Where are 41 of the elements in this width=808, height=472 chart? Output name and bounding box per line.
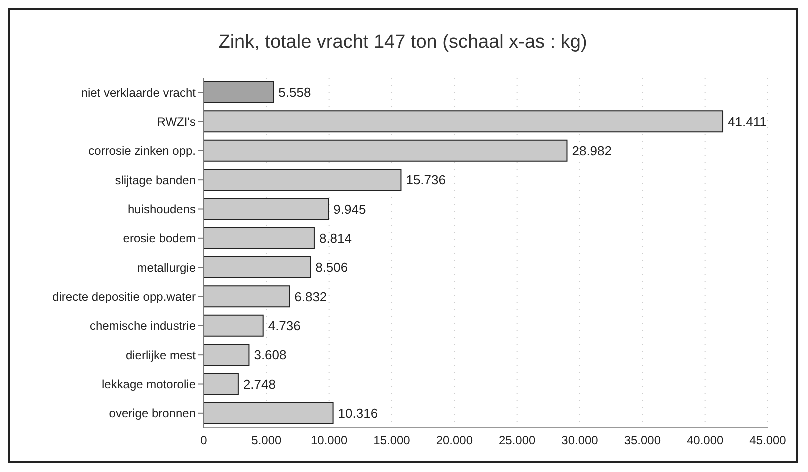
data-label: 2.748 xyxy=(243,376,276,392)
x-tick-label: 15.000 xyxy=(374,434,411,448)
data-label: 5.558 xyxy=(278,85,312,100)
x-tick-label: 5.000 xyxy=(252,434,282,448)
y-tick-label: metallurgie xyxy=(137,260,196,275)
data-label: 8.814 xyxy=(319,230,352,246)
bar xyxy=(204,256,312,278)
y-tick-label: chemische industrie xyxy=(90,319,196,334)
y-tick-label: directe depositie opp.water xyxy=(52,290,196,304)
y-tick-label: RWZI's xyxy=(157,115,196,130)
bar xyxy=(204,82,274,104)
y-tick-label: slijtage banden xyxy=(115,173,196,188)
data-label: 8.506 xyxy=(316,260,348,276)
x-tick-label: 25.000 xyxy=(498,434,536,448)
y-tick-label: niet verklaarde vracht xyxy=(81,86,197,100)
data-label: 10.316 xyxy=(338,406,378,421)
x-tick-label: 30.000 xyxy=(562,434,599,448)
bar xyxy=(204,314,264,337)
y-tick-label: corrosie zinken opp. xyxy=(88,144,196,158)
data-label: 6.832 xyxy=(294,289,328,304)
bar xyxy=(204,373,239,396)
data-label: 9.945 xyxy=(334,202,366,217)
y-tick-label: overige bronnen xyxy=(109,406,196,421)
x-tick-label: 20.000 xyxy=(436,434,474,448)
y-tick-label: lekkage motorolie xyxy=(102,378,196,392)
data-label: 41.411 xyxy=(728,114,767,130)
data-label: 4.736 xyxy=(268,318,301,334)
bar xyxy=(204,344,250,366)
data-label: 15.736 xyxy=(406,172,446,188)
y-tick-label: erosie bodem xyxy=(123,232,196,246)
x-tick-label: 45.000 xyxy=(750,434,787,448)
x-tick-label: 35.000 xyxy=(624,434,662,448)
data-label: 3.608 xyxy=(254,348,287,363)
x-tick-label: 0 xyxy=(200,434,208,448)
x-tick-label: 10.000 xyxy=(310,434,348,448)
chart-title: Zink, totale vracht 147 ton (schaal x-as : kg) xyxy=(218,31,588,55)
y-tick-label: huishoudens xyxy=(128,202,196,217)
bar xyxy=(204,169,402,191)
x-tick-label: 40.000 xyxy=(686,434,724,448)
y-tick-label: dierlijke mest xyxy=(126,348,197,362)
data-label: 28.982 xyxy=(572,143,612,158)
